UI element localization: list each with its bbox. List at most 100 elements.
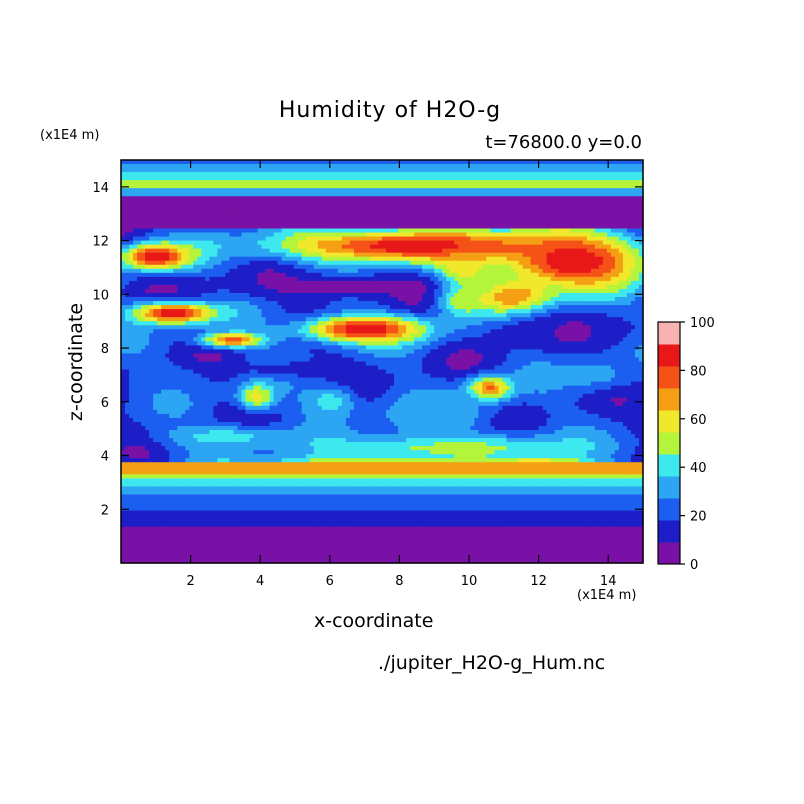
- contour-cell: [518, 172, 524, 177]
- contour-cell: [598, 252, 604, 258]
- contour-cell: [482, 252, 487, 258]
- contour-cell: [153, 204, 158, 209]
- contour-cell: [394, 180, 399, 185]
- contour-cell: [526, 297, 532, 302]
- contour-cell: [498, 272, 504, 278]
- contour-cell: [510, 184, 516, 189]
- contour-cell: [161, 172, 166, 177]
- contour-cell: [217, 192, 222, 197]
- contour-cell: [558, 292, 564, 298]
- contour-cell: [498, 208, 504, 213]
- contour-cell: [590, 188, 596, 193]
- contour-cell: [530, 248, 536, 254]
- contour-cell: [217, 228, 222, 234]
- contour-cell: [478, 244, 483, 250]
- contour-cell: [622, 208, 628, 213]
- contour-cell: [518, 268, 524, 274]
- contour-cell: [273, 168, 279, 173]
- contour-cell: [141, 280, 146, 286]
- contour-cell: [285, 284, 291, 290]
- contour-cell: [193, 228, 198, 234]
- contour-cell: [394, 256, 399, 262]
- contour-cell: [181, 284, 186, 290]
- contour-cell: [566, 224, 572, 230]
- contour-cell: [257, 292, 263, 298]
- contour-cell: [510, 284, 516, 290]
- contour-cell: [237, 288, 243, 294]
- contour-cell: [265, 200, 271, 205]
- contour-cell: [398, 184, 403, 189]
- contour-cell: [606, 164, 612, 169]
- contour-cell: [229, 292, 235, 298]
- contour-cell: [586, 244, 592, 250]
- contour-cell: [554, 268, 560, 274]
- contour-cell: [121, 216, 126, 222]
- contour-cell: [414, 200, 419, 205]
- contour-cell: [141, 309, 146, 314]
- contour-cell: [458, 264, 463, 270]
- contour-cell: [386, 260, 391, 266]
- contour-cell: [341, 301, 347, 306]
- contour-cell: [498, 292, 504, 298]
- contour-cell: [309, 184, 315, 189]
- contour-cell: [458, 292, 463, 298]
- contour-cell: [265, 292, 271, 298]
- contour-cell: [177, 192, 182, 197]
- contour-cell: [434, 272, 439, 278]
- contour-cell: [201, 305, 206, 310]
- contour-cell: [137, 208, 142, 213]
- contour-cell: [518, 252, 524, 258]
- contour-cell: [213, 180, 218, 185]
- contour-cell: [313, 297, 319, 302]
- contour-cell: [498, 180, 504, 185]
- contour-cell: [614, 164, 620, 169]
- contour-cell: [398, 216, 403, 222]
- contour-cell: [341, 260, 347, 266]
- contour-cell: [606, 248, 612, 254]
- contour-cell: [542, 196, 548, 201]
- contour-cell: [325, 196, 331, 201]
- contour-cell: [574, 228, 580, 234]
- contour-cell: [474, 297, 479, 302]
- contour-cell: [201, 248, 206, 254]
- contour-cell: [450, 224, 455, 230]
- contour-cell: [293, 204, 299, 209]
- contour-cell: [590, 196, 596, 201]
- contour-cell: [634, 280, 640, 286]
- contour-cell: [506, 297, 512, 302]
- contour-cell: [189, 172, 194, 177]
- contour-cell: [353, 248, 359, 254]
- contour-cell: [454, 276, 459, 282]
- contour-cell: [181, 309, 186, 314]
- contour-cell: [530, 301, 536, 306]
- contour-cell: [377, 224, 383, 230]
- contour-cell: [141, 292, 146, 298]
- contour-cell: [394, 160, 399, 165]
- contour-cell: [586, 192, 592, 197]
- contour-cell: [165, 168, 170, 173]
- contour-cell: [349, 192, 355, 197]
- contour-cell: [181, 268, 186, 274]
- contour-cell: [450, 252, 455, 258]
- contour-cell: [149, 164, 154, 169]
- contour-cell: [297, 164, 303, 169]
- contour-cell: [590, 236, 596, 242]
- contour-cell: [205, 244, 210, 250]
- contour-cell: [526, 168, 532, 173]
- contour-cell: [165, 244, 170, 250]
- contour-cell: [634, 204, 640, 209]
- contour-cell: [490, 196, 496, 201]
- contour-cell: [365, 256, 371, 262]
- contour-cell: [386, 288, 391, 294]
- contour-cell: [634, 232, 640, 238]
- contour-cell: [382, 256, 387, 262]
- contour-cell: [606, 256, 612, 262]
- contour-cell: [333, 196, 339, 201]
- contour-cell: [438, 200, 443, 205]
- contour-cell: [173, 180, 178, 185]
- contour-cell: [538, 180, 544, 185]
- contour-cell: [466, 288, 471, 294]
- contour-cell: [570, 208, 576, 213]
- contour-cell: [353, 301, 359, 306]
- contour-cell: [470, 301, 475, 306]
